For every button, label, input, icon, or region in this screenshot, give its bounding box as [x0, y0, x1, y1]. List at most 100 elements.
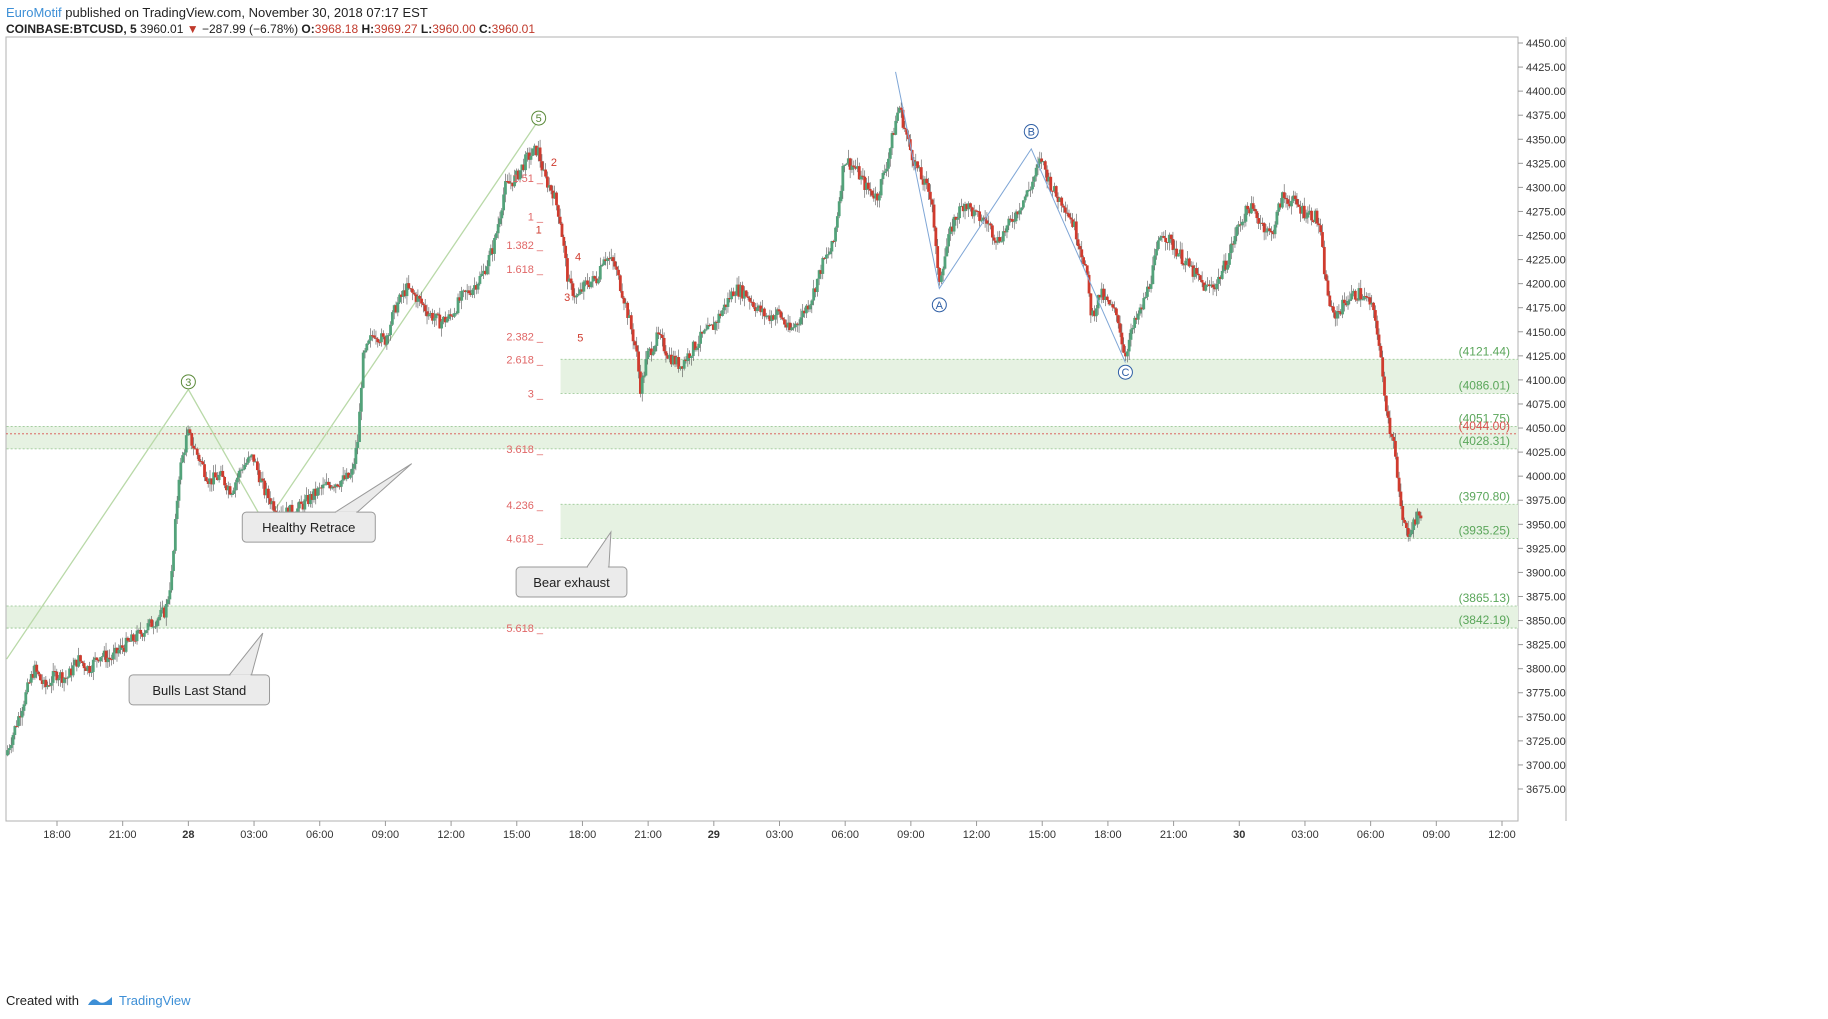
- candle-body: [1268, 228, 1272, 231]
- candle-body: [715, 321, 719, 323]
- candle-body: [779, 311, 783, 318]
- fib-level-label: 5.618 _: [506, 623, 544, 635]
- candle-body: [427, 314, 431, 317]
- candle-body: [1410, 530, 1414, 535]
- candle-body: [970, 207, 974, 217]
- candle-body: [436, 313, 440, 315]
- candle-body: [735, 284, 739, 295]
- y-tick-label: 4050.00: [1526, 423, 1566, 435]
- candle-body: [843, 164, 847, 166]
- candle-body: [214, 472, 217, 478]
- candle-body: [431, 312, 434, 321]
- candle-body: [1094, 308, 1098, 317]
- candle-body: [928, 191, 932, 200]
- candle-body: [1304, 217, 1308, 219]
- author-link[interactable]: EuroMotif: [6, 5, 62, 20]
- candle-body: [728, 297, 732, 300]
- candle-body: [737, 284, 741, 297]
- candle-body: [1036, 163, 1040, 168]
- candle-body: [761, 308, 764, 313]
- candle-body: [755, 308, 759, 312]
- candle-body: [682, 359, 686, 369]
- candle-body: [1073, 221, 1076, 227]
- candle-body: [349, 474, 352, 478]
- candle-body: [604, 259, 608, 262]
- candle-body: [675, 357, 679, 365]
- candle-body: [739, 285, 743, 297]
- candle-body: [1352, 290, 1355, 294]
- candle-body: [381, 333, 385, 337]
- candle-body: [104, 650, 108, 663]
- candle-body: [478, 276, 482, 284]
- y-tick-label: 3775.00: [1526, 688, 1566, 700]
- y-tick-label: 4125.00: [1526, 351, 1566, 363]
- elliott-wave-path: [6, 119, 540, 660]
- candle-body: [786, 322, 790, 328]
- candle-body: [980, 220, 983, 222]
- candle-body: [795, 323, 799, 325]
- candle-body: [49, 682, 53, 686]
- candle-body: [1277, 203, 1281, 212]
- candle-body: [1107, 300, 1111, 305]
- candle-body: [1253, 208, 1257, 212]
- candle-body: [1415, 511, 1419, 525]
- tradingview-link[interactable]: TradingView: [118, 993, 191, 1008]
- candle-body: [1085, 265, 1089, 275]
- candle-body: [1208, 284, 1211, 287]
- candle-body: [498, 218, 502, 225]
- candle-body: [697, 343, 701, 348]
- candle-body: [1016, 211, 1020, 215]
- candle-body: [535, 145, 538, 156]
- candle-body: [730, 291, 733, 300]
- candle-body: [1308, 210, 1312, 213]
- candle-body: [374, 337, 378, 339]
- candle-body: [939, 275, 943, 283]
- candle-body: [834, 227, 837, 242]
- candle-body: [670, 354, 673, 365]
- candle-body: [806, 305, 810, 310]
- candle-body: [1043, 161, 1047, 170]
- candle-body: [1005, 225, 1009, 233]
- candle-body: [343, 475, 347, 480]
- candle-body: [7, 748, 11, 751]
- footer: Created with TradingView: [6, 993, 191, 1008]
- candle-body: [131, 634, 135, 641]
- candle-body: [553, 192, 557, 199]
- candle-body: [502, 194, 506, 211]
- candle-body: [323, 484, 327, 486]
- candle-body: [1346, 300, 1350, 306]
- candle-body: [301, 503, 305, 510]
- candle-body: [409, 288, 413, 290]
- candle-body: [73, 659, 77, 666]
- candle-body: [1089, 293, 1093, 316]
- x-tick-label: 06:00: [306, 829, 334, 841]
- y-tick-label: 4275.00: [1526, 206, 1566, 218]
- candle-body: [950, 226, 954, 232]
- candle-body: [447, 314, 451, 319]
- candle-body: [905, 128, 909, 135]
- candle-body: [15, 726, 19, 728]
- candle-body: [1335, 311, 1339, 319]
- candle-body: [684, 359, 688, 362]
- candle-body: [633, 341, 637, 346]
- x-tick-label: 28: [182, 829, 194, 841]
- candle-body: [1193, 268, 1197, 277]
- candle-body: [361, 352, 365, 388]
- candle-body: [1180, 249, 1184, 265]
- y-tick-label: 3800.00: [1526, 664, 1566, 676]
- candle-body: [6, 750, 9, 756]
- candle-body: [389, 324, 392, 336]
- candle-body: [378, 342, 382, 344]
- candle-body: [1071, 219, 1075, 227]
- candle-body: [44, 679, 48, 688]
- candle-body: [48, 685, 51, 687]
- candle-body: [753, 307, 757, 312]
- candle-body: [969, 203, 972, 208]
- candle-body: [1249, 203, 1253, 214]
- candle-body: [655, 332, 659, 346]
- candle-body: [179, 462, 183, 480]
- fib-level-label: 4.236 _: [506, 500, 544, 512]
- candle-body: [598, 266, 602, 280]
- candle-body: [1339, 311, 1343, 315]
